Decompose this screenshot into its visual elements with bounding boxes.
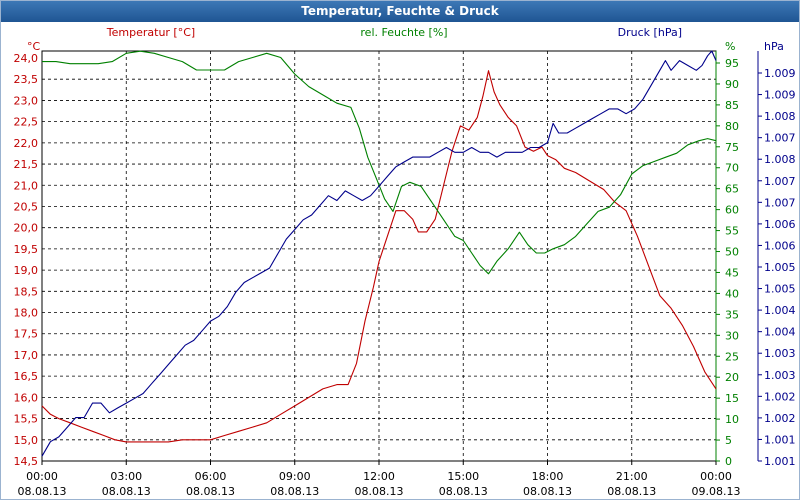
- x-axis-time-label: 12:00: [363, 470, 395, 483]
- right1-axis-tick-label: 60: [725, 204, 739, 217]
- right2-axis-tick-label: 1.009: [764, 67, 796, 80]
- left-axis-unit: °C: [27, 40, 41, 53]
- right2-axis-tick-label: 1.007: [764, 175, 796, 188]
- left-axis-tick-label: 20,5: [14, 200, 39, 213]
- x-axis-date-label: 08.08.13: [18, 485, 67, 498]
- left-axis-tick-label: 22,0: [14, 137, 39, 150]
- right2-axis-tick-label: 1.001: [764, 455, 796, 468]
- x-axis-time-label: 00:00: [700, 470, 732, 483]
- series-line-right2: [41, 50, 717, 457]
- right2-axis-tick-label: 1.005: [764, 283, 796, 296]
- x-axis-time-label: 18:00: [532, 470, 564, 483]
- right2-axis-tick-label: 1.004: [764, 304, 796, 317]
- right1-axis-tick-label: 95: [725, 57, 739, 70]
- right1-axis-tick-label: 80: [725, 120, 739, 133]
- right1-axis-tick-label: 30: [725, 329, 739, 342]
- right2-axis-tick-label: 1.009: [764, 89, 796, 102]
- x-axis-time-label: 06:00: [195, 470, 227, 483]
- right1-axis-tick-label: 10: [725, 413, 739, 426]
- left-axis-tick-label: 22,5: [14, 116, 39, 129]
- right2-axis-tick-label: 1.002: [764, 390, 796, 403]
- right2-axis-tick-label: 1.003: [764, 347, 796, 360]
- x-axis-date-label: 08.08.13: [439, 485, 488, 498]
- left-axis-tick-label: 19,5: [14, 243, 39, 256]
- right2-axis-tick-label: 1.008: [764, 153, 796, 166]
- right1-axis-tick-label: 90: [725, 78, 739, 91]
- right1-axis-tick-label: 55: [725, 225, 739, 238]
- x-axis-date-label: 09.08.13: [692, 485, 741, 498]
- left-axis-tick-label: 21,5: [14, 158, 39, 171]
- x-axis-time-label: 00:00: [26, 470, 58, 483]
- right1-axis-tick-label: 85: [725, 99, 739, 112]
- series-line-right1: [42, 50, 717, 275]
- x-axis-date-label: 08.08.13: [102, 485, 151, 498]
- right2-axis-tick-label: 1.004: [764, 326, 796, 339]
- right2-axis-tick-label: 1.006: [764, 218, 796, 231]
- left-axis-tick-label: 14,5: [14, 455, 39, 468]
- left-axis-tick-label: 16,5: [14, 370, 39, 383]
- right2-axis-tick-label: 1.007: [764, 132, 796, 145]
- right2-axis-label: Druck [hPa]: [618, 26, 682, 39]
- x-axis-date-label: 08.08.13: [523, 485, 572, 498]
- right2-axis-tick-label: 1.003: [764, 369, 796, 382]
- x-axis-date-label: 08.08.13: [186, 485, 235, 498]
- left-axis-label: Temperatur [°C]: [106, 26, 195, 39]
- left-axis-tick-label: 15,0: [14, 434, 39, 447]
- right1-axis-tick-label: 35: [725, 308, 739, 321]
- x-axis-date-label: 08.08.13: [607, 485, 656, 498]
- left-axis-tick-label: 24,0: [14, 52, 39, 65]
- x-axis-date-label: 08.08.13: [355, 485, 404, 498]
- right1-axis-tick-label: 75: [725, 141, 739, 154]
- right1-axis-tick-label: 25: [725, 350, 739, 363]
- right2-axis-tick-label: 1.001: [764, 433, 796, 446]
- left-axis-tick-label: 19,0: [14, 264, 39, 277]
- left-axis-tick-label: 18,0: [14, 307, 39, 320]
- x-axis-time-label: 03:00: [110, 470, 142, 483]
- x-axis-date-label: 08.08.13: [270, 485, 319, 498]
- left-axis-tick-label: 16,0: [14, 391, 39, 404]
- right2-axis-tick-label: 1.002: [764, 412, 796, 425]
- right1-axis-tick-label: 50: [725, 246, 739, 259]
- right2-axis-tick-label: 1.005: [764, 261, 796, 274]
- left-axis-tick-label: 23,0: [14, 94, 39, 107]
- x-axis-time-label: 15:00: [447, 470, 479, 483]
- right1-axis-tick-label: 0: [725, 455, 732, 468]
- right2-axis-unit: hPa: [764, 40, 784, 53]
- left-axis-tick-label: 17,0: [14, 349, 39, 362]
- right2-axis-tick-label: 1.008: [764, 110, 796, 123]
- left-axis-tick-label: 21,0: [14, 179, 39, 192]
- right1-axis-label: rel. Feuchte [%]: [360, 26, 447, 39]
- right1-axis-unit: %: [725, 40, 735, 53]
- series-line-left: [41, 70, 717, 443]
- left-axis-tick-label: 18,5: [14, 285, 39, 298]
- x-axis-time-label: 09:00: [279, 470, 311, 483]
- right1-axis-tick-label: 15: [725, 392, 739, 405]
- right1-axis-tick-label: 70: [725, 162, 739, 175]
- left-axis-tick-label: 15,5: [14, 413, 39, 426]
- left-axis-tick-label: 20,0: [14, 222, 39, 235]
- left-axis-tick-label: 17,5: [14, 328, 39, 341]
- window-title: Temperatur, Feuchte & Druck: [1, 1, 799, 22]
- right1-axis-tick-label: 40: [725, 287, 739, 300]
- right1-axis-tick-label: 65: [725, 183, 739, 196]
- right1-axis-tick-label: 45: [725, 266, 739, 279]
- right1-axis-tick-label: 20: [725, 371, 739, 384]
- right2-axis-tick-label: 1.006: [764, 239, 796, 252]
- right1-axis-tick-label: 5: [725, 434, 732, 447]
- left-axis-tick-label: 23,5: [14, 73, 39, 86]
- x-axis-time-label: 21:00: [616, 470, 648, 483]
- right2-axis-tick-label: 1.007: [764, 196, 796, 209]
